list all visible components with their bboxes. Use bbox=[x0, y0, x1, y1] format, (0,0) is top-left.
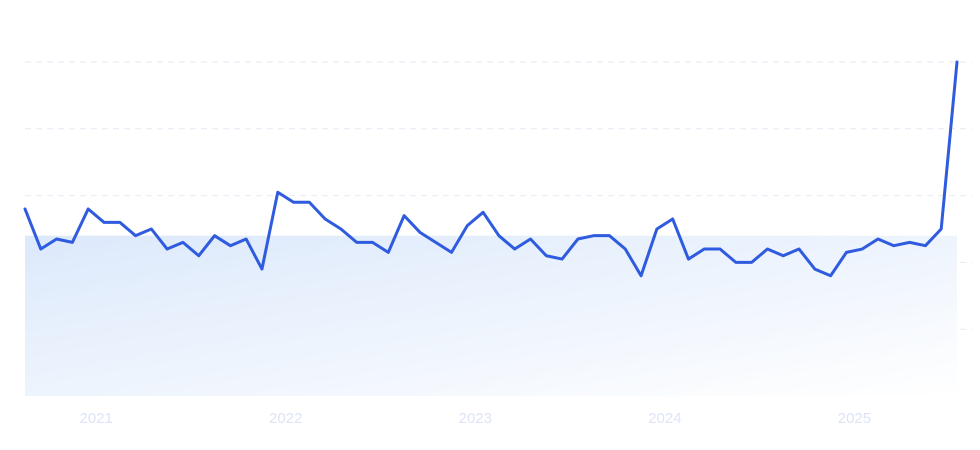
x-tick-label: 2025 bbox=[838, 410, 871, 427]
average-band bbox=[25, 235, 957, 396]
x-tick-label: 2021 bbox=[79, 410, 112, 427]
x-tick-label: 2022 bbox=[269, 410, 302, 427]
x-tick-label: 2024 bbox=[648, 410, 681, 427]
average-band-area bbox=[25, 235, 957, 396]
x-tick-label: 2023 bbox=[459, 410, 492, 427]
series-line-layer bbox=[23, 60, 959, 278]
series-line bbox=[23, 60, 959, 278]
x-axis-ticks: 2021 2022 2023 2024 2025 bbox=[79, 410, 871, 427]
